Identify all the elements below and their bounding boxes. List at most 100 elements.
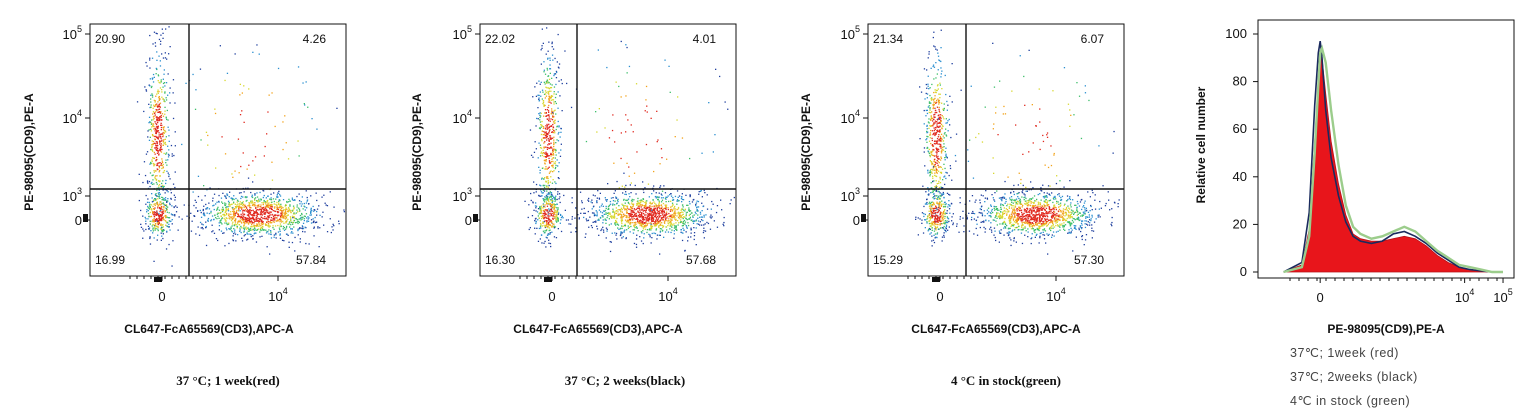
event-dot [290,219,292,221]
event-dot [553,143,555,145]
event-dot [596,228,599,230]
event-dot [267,205,269,207]
event-dot [162,82,165,85]
x-zero-marker [154,277,162,282]
event-dot [156,93,158,95]
event-dot [147,207,149,209]
event-dot [535,205,538,207]
event-dot [274,210,276,212]
event-dot [703,214,705,216]
event-dot [214,214,216,217]
event-dot [158,153,160,155]
event-dot [685,215,687,217]
event-dot [548,161,551,163]
event-dot [163,82,166,84]
event-dot [160,144,162,147]
event-dot [159,60,161,62]
event-dot [553,115,555,118]
event-dot [279,206,281,208]
event-dot [637,221,639,223]
event-dot [309,214,311,216]
event-dot [655,207,657,209]
event-dot [239,227,241,229]
event-dot [152,107,154,109]
event-dot [662,210,664,212]
event-dot [546,69,549,71]
event-dot [197,175,200,177]
event-dot [669,225,671,227]
event-dot [940,205,943,207]
event-dot [547,133,549,135]
event-dot [269,222,271,224]
event-dot [155,116,157,118]
event-dot [693,220,696,222]
event-dot [936,125,938,127]
event-dot [167,198,169,200]
event-dot [159,201,162,203]
event-dot [290,224,292,226]
event-dot [628,175,630,177]
event-dot [932,175,934,177]
event-dot [596,211,598,213]
event-dot [637,230,639,232]
event-dot [555,70,558,73]
event-dot [151,183,154,185]
event-dot [630,215,632,217]
event-dot [937,69,939,71]
event-dot [939,82,941,84]
event-dot [553,103,555,105]
event-dot [648,233,650,235]
event-dot [943,163,945,165]
event-dot [162,135,164,138]
event-dot [602,229,605,231]
event-dot [546,123,548,126]
event-dot [210,212,212,214]
event-dot [151,225,153,227]
event-dot [557,120,559,123]
event-dot [168,26,170,28]
event-dot [658,214,660,216]
event-dot [662,212,664,214]
event-dot [932,133,934,136]
event-dot [659,216,661,218]
event-dot [550,137,552,139]
event-dot [161,139,163,141]
event-dot [551,46,553,48]
event-dot [160,143,162,145]
event-dot [149,206,151,208]
event-dot [275,237,277,239]
event-dot [271,222,273,224]
event-dot [304,231,306,233]
event-dot [254,197,257,199]
event-dot [291,215,294,217]
event-dot [279,215,282,218]
event-dot [546,190,548,192]
event-dot [610,216,612,218]
event-dot [292,205,295,207]
event-dot [276,195,278,198]
event-dot [943,103,945,105]
event-dot [571,197,573,199]
event-dot [277,224,279,227]
event-dot [588,200,590,202]
event-dot [632,205,634,208]
event-dot [280,206,282,208]
event-dot [250,207,252,209]
event-dot [554,197,556,199]
event-dot [543,215,545,217]
event-dot [265,197,267,199]
event-dot [671,209,674,212]
event-dot [149,185,151,188]
event-dot [938,108,940,111]
event-dot [238,208,240,210]
event-dot [157,101,159,103]
event-dot [620,221,623,223]
event-dot [628,226,631,228]
event-dot [933,116,936,118]
event-dot [928,122,930,124]
event-dot [656,216,658,219]
event-dot [226,217,228,220]
event-dot [250,200,252,202]
event-dot [161,230,163,233]
event-dot [161,148,163,151]
